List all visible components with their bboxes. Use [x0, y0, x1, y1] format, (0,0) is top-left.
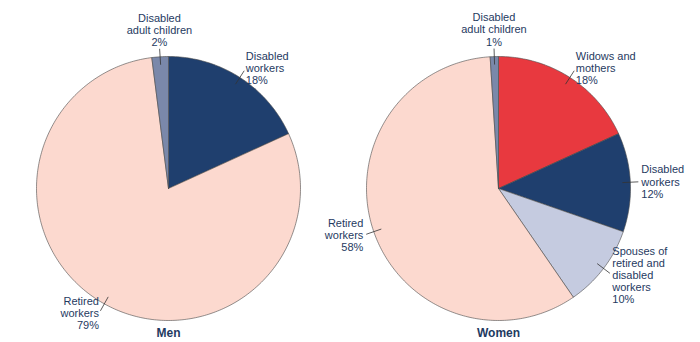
svg-text:Widows andmothers18%: Widows andmothers18% [576, 50, 636, 86]
svg-text:Disabledadult children2%: Disabledadult children2% [127, 12, 192, 48]
svg-text:Disabledworkers18%: Disabledworkers18% [245, 50, 289, 86]
svg-text:Spouses ofretired anddisabledw: Spouses ofretired anddisabledworkers10% [611, 245, 668, 305]
svg-text:Disabledadult children1%: Disabledadult children1% [461, 11, 526, 47]
svg-text:Disabledworkers12%: Disabledworkers12% [640, 163, 684, 199]
svg-text:Retiredworkers58%: Retiredworkers58% [324, 217, 364, 253]
svg-text:Men: Men [157, 326, 181, 340]
svg-text:Retiredworkers79%: Retiredworkers79% [59, 295, 99, 331]
svg-text:Women: Women [477, 326, 520, 340]
